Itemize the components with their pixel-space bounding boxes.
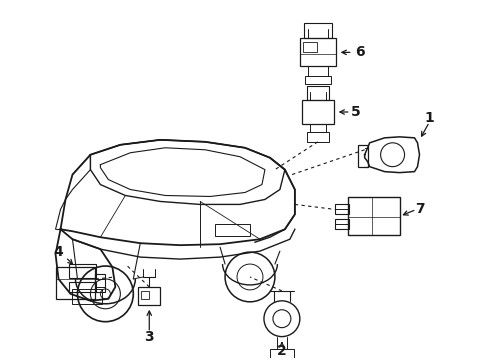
Bar [96,274,105,292]
Bar [303,42,317,52]
Text: 2: 2 [277,343,287,357]
Bar [307,86,329,100]
Bar [335,219,349,229]
Bar [215,224,250,236]
Bar [55,267,96,299]
Bar [73,289,102,304]
Bar [348,198,399,235]
Bar [335,204,349,214]
Text: 5: 5 [351,105,361,119]
Bar [300,39,336,66]
Bar [270,348,294,359]
Text: 7: 7 [415,202,424,216]
Bar [307,132,329,142]
Bar [304,23,332,39]
Bar [138,287,160,305]
Bar [302,100,334,124]
Text: 4: 4 [54,245,63,259]
Bar [358,145,368,167]
Text: 1: 1 [425,111,434,125]
Bar [69,282,97,292]
Bar [69,264,97,278]
Bar [305,76,331,84]
Text: 3: 3 [145,330,154,343]
Text: 6: 6 [355,45,365,59]
Bar [141,291,149,299]
